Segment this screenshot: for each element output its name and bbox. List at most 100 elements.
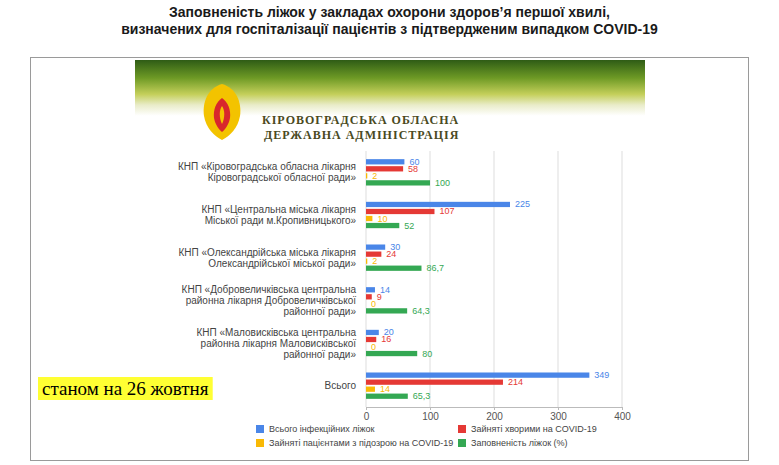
tick: 300: [550, 407, 567, 422]
bar: [366, 202, 510, 207]
bar: [366, 259, 367, 264]
tick-mark: [622, 407, 623, 410]
bar: [366, 301, 367, 306]
grid-line: [366, 151, 367, 407]
logo-shape: [220, 106, 225, 124]
legend-swatch: [458, 439, 466, 447]
annotation: станом на 26 жовтня: [38, 377, 213, 400]
legend-label: Всього інфекційних ліжок: [269, 424, 375, 434]
category-labels: КНП «Кіровоградська обласна лікарняКіров…: [178, 161, 357, 391]
bar: [366, 216, 372, 221]
bar: [366, 223, 399, 228]
category-label: КНП «Добровеличківська центральнарайонна…: [182, 284, 357, 317]
category-label-line: Кіровоградської обласної ради»: [208, 172, 357, 183]
bar: [366, 344, 367, 349]
legend-label: Зайняті хворими на COVID-19: [471, 424, 597, 434]
tick: 100: [422, 407, 439, 422]
data-label: 58: [408, 164, 418, 174]
data-label: 65,3: [413, 391, 431, 401]
category-label-line: районної ради»: [283, 349, 356, 360]
bar: [366, 209, 434, 214]
data-label: 86,7: [426, 263, 444, 273]
category-label: Всього: [325, 380, 357, 391]
data-label: 14: [380, 384, 390, 394]
tick-mark: [494, 407, 495, 410]
legend-swatch: [458, 425, 466, 433]
category-label: КНП «Маловисківська центральнарайонна лі…: [197, 327, 357, 360]
data-label: 24: [386, 249, 396, 259]
legend-swatch: [256, 425, 264, 433]
data-label: 80: [422, 349, 432, 359]
grid-line: [622, 151, 623, 407]
logo-shape: [204, 84, 241, 140]
bar: [366, 387, 375, 392]
x-axis: 0 100 200 300 400: [364, 407, 632, 422]
legend-label: Заповненість ліжок (%): [471, 438, 568, 448]
category-label-line: районна лікарня Добровеличківської: [186, 295, 357, 306]
logo-shape: [214, 98, 230, 132]
tick-label: 100: [422, 411, 439, 422]
chart: Заповненість ліжок у закладах охорони зд…: [0, 0, 779, 465]
bar: [366, 308, 407, 313]
grid-line: [494, 151, 495, 407]
bar: [366, 173, 367, 178]
logo: [204, 84, 241, 140]
tick: 400: [614, 407, 631, 422]
legend-item: Зайняті хворими на COVID-19: [458, 424, 597, 434]
data-label: 214: [508, 377, 523, 387]
data-label: 9: [377, 292, 382, 302]
category-label-line: КНП «Маловисківська центральна: [197, 327, 357, 338]
category-label-line: КНП «Центральна міська лікарня: [201, 204, 356, 215]
bar: [366, 394, 408, 399]
banner-text: ДЕРЖАВНА АДМІНІСТРАЦІЯ: [264, 128, 459, 142]
category-label-line: Всього: [325, 380, 357, 391]
tick-label: 0: [364, 411, 370, 422]
bar: [366, 372, 589, 377]
banner-text: КІРОВОГРАДСЬКА ОБЛАСНА: [262, 113, 459, 127]
data-label: 0: [371, 342, 376, 352]
tick-label: 200: [486, 411, 503, 422]
data-label: 10: [377, 214, 387, 224]
tick: 200: [486, 407, 503, 422]
data-label: 2: [372, 256, 377, 266]
category-label: КНП «Кіровоградська обласна лікарняКіров…: [178, 161, 357, 183]
data-label: 349: [594, 370, 609, 380]
legend-item: Всього інфекційних ліжок: [256, 424, 375, 434]
bar: [366, 159, 404, 164]
grid-line: [430, 151, 431, 407]
banner: [135, 60, 645, 150]
legend-swatch: [256, 439, 264, 447]
category-label: КНП «Олександрійська міська лікарняОлекс…: [178, 247, 356, 269]
data-label: 107: [439, 206, 454, 216]
category-label-line: КНП «Добровеличківська центральна: [182, 284, 357, 295]
data-label: 100: [435, 178, 450, 188]
axis-line: [367, 408, 623, 411]
bar: [366, 287, 375, 292]
tick-label: 300: [550, 411, 567, 422]
title: Заповненість ліжок у закладах охорони зд…: [169, 4, 610, 20]
data-label: 225: [515, 199, 530, 209]
category-label-line: районна лікарня Маловисківської: [201, 338, 357, 349]
subtitle: визначених для госпіталізації пацієнтів …: [121, 21, 658, 37]
bars: [366, 159, 589, 399]
data-label: 16: [381, 334, 391, 344]
data-label: 2: [372, 171, 377, 181]
data-label: 64,3: [412, 306, 430, 316]
tick-mark: [558, 407, 559, 410]
tick-mark: [366, 407, 367, 410]
grid-line: [558, 151, 559, 407]
data-labels: 6022530142034958107249162142102001410052…: [371, 157, 609, 401]
annotation-text: станом на 26 жовтня: [42, 378, 209, 399]
category-label-line: Міської ради м.Кропивницького»: [205, 215, 357, 226]
legend-item: Заповненість ліжок (%): [458, 438, 568, 448]
data-label: 0: [371, 299, 376, 309]
bar: [366, 351, 417, 356]
bar: [366, 244, 385, 249]
category-label-line: Олександрійської міської ради»: [208, 258, 356, 269]
category-label-line: районної ради»: [283, 306, 356, 317]
tick-mark: [430, 407, 431, 410]
legend-label: Зайняті пацієнтами з підозрою на COVID-1…: [269, 438, 453, 448]
frame: [31, 58, 749, 461]
tick-label: 400: [614, 411, 631, 422]
category-label: КНП «Центральна міська лікарняМіської ра…: [201, 204, 356, 226]
